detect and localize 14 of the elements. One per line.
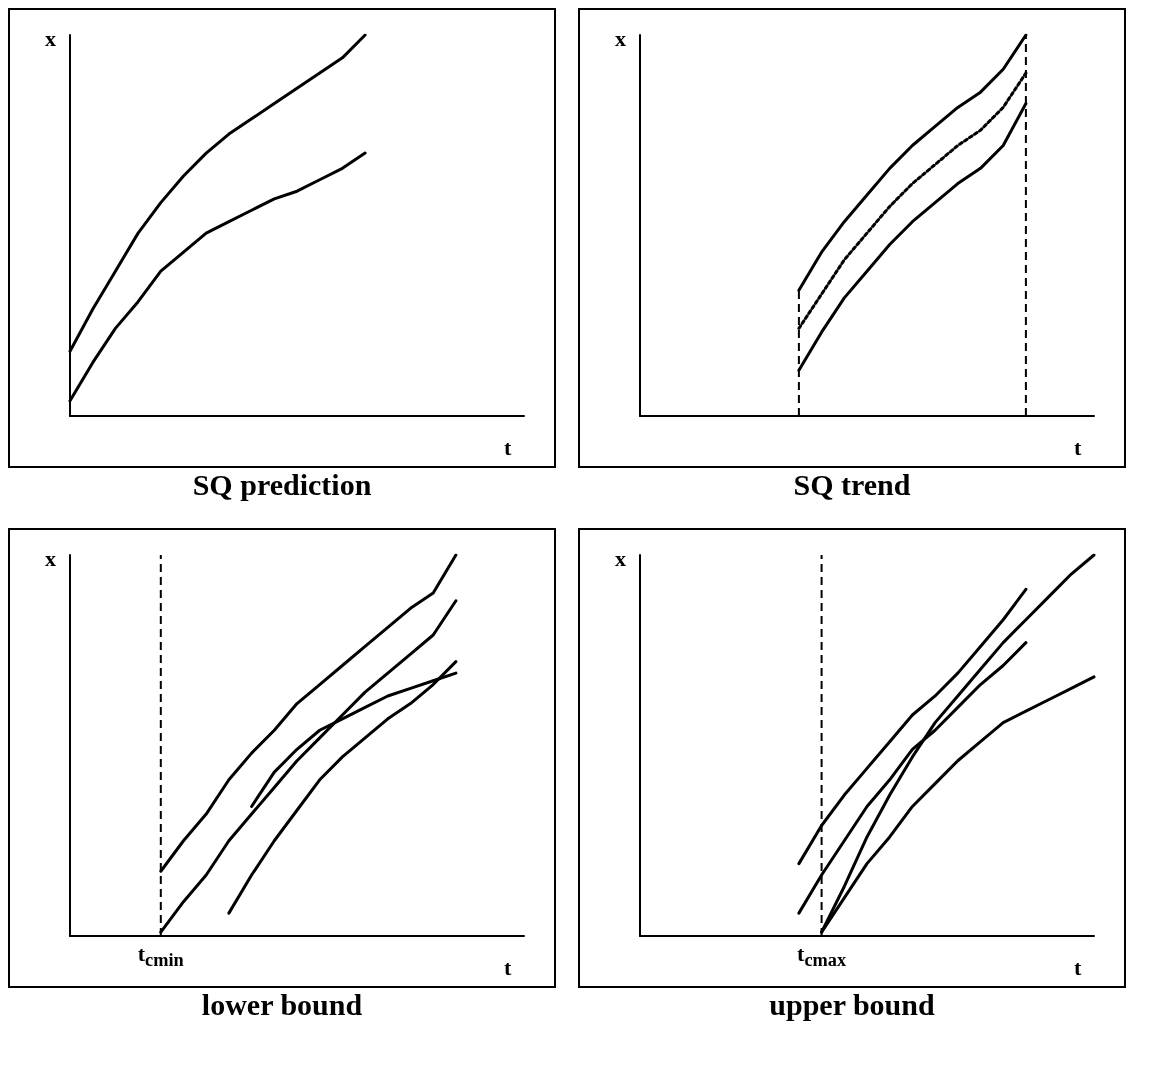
x-axis-title: t (504, 954, 512, 980)
text: upper bound (768, 988, 936, 1022)
y-axis-title: x (45, 545, 56, 571)
text: t$_{cmax}$ (797, 941, 847, 971)
y-axis-title: x (615, 545, 626, 571)
y-axis-title: x (45, 25, 56, 51)
text: t$_{cmin}$ (137, 941, 184, 971)
y-axis-title: x (615, 25, 626, 51)
text: SQ trend (792, 468, 912, 502)
x-axis-title: t (1074, 434, 1082, 460)
x-axis-title: t (1074, 954, 1082, 980)
x-axis-title: t (504, 434, 512, 460)
text: lower bound (200, 988, 364, 1022)
text: SQ prediction (191, 468, 373, 502)
